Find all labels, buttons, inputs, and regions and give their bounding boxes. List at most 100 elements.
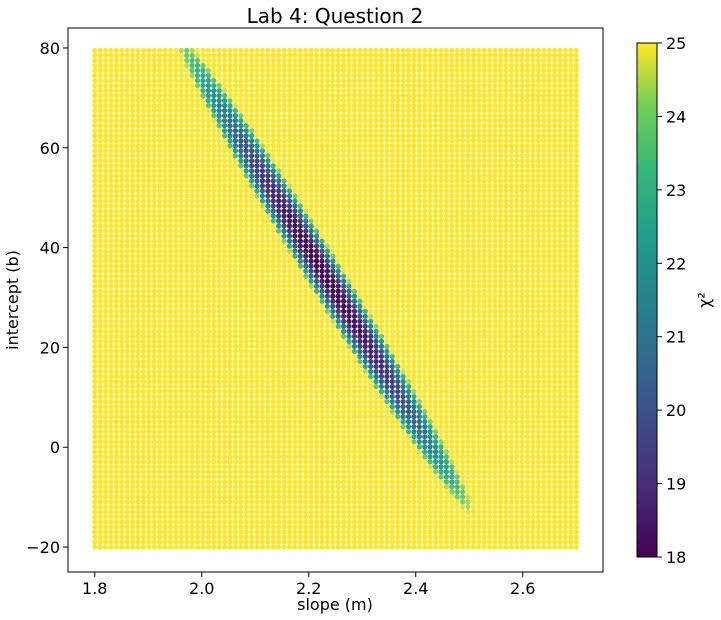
scatter-point xyxy=(135,298,141,304)
scatter-point xyxy=(113,373,119,380)
scatter-point xyxy=(324,449,330,455)
scatter-point xyxy=(297,363,303,370)
scatter-point xyxy=(119,133,125,139)
scatter-point xyxy=(102,373,109,380)
scatter-point xyxy=(178,388,184,395)
scatter-point xyxy=(292,148,298,154)
scatter-point xyxy=(167,459,174,465)
scatter-point xyxy=(162,163,168,169)
scatter-point xyxy=(341,133,347,139)
scatter-point xyxy=(281,539,287,545)
scatter-point xyxy=(324,208,330,214)
scatter-point xyxy=(124,414,130,420)
scatter-point xyxy=(270,223,276,229)
scatter-point xyxy=(243,228,249,234)
scatter-point xyxy=(319,358,325,365)
scatter-point xyxy=(173,459,179,465)
scatter-point xyxy=(151,534,157,540)
scatter-point xyxy=(319,378,325,385)
scatter-point xyxy=(286,383,293,390)
scatter-point xyxy=(297,153,303,159)
scatter-point xyxy=(281,193,287,199)
scatter-point xyxy=(194,544,201,550)
scatter-point xyxy=(319,203,325,209)
scatter-point xyxy=(357,454,363,460)
scatter-point xyxy=(259,268,266,274)
scatter-point xyxy=(238,238,244,244)
scatter-point xyxy=(265,494,271,500)
scatter-point xyxy=(140,168,147,174)
scatter-point xyxy=(92,278,98,284)
scatter-point xyxy=(221,128,228,134)
scatter-point xyxy=(341,514,347,520)
scatter-point xyxy=(221,514,228,520)
scatter-point xyxy=(151,333,157,339)
scatter-point xyxy=(205,198,211,204)
scatter-point xyxy=(211,203,217,209)
scatter-point xyxy=(113,67,119,74)
scatter-point xyxy=(335,459,341,465)
scatter-point xyxy=(249,358,255,365)
scatter-point xyxy=(92,454,98,460)
scatter-point xyxy=(297,343,303,349)
scatter-point xyxy=(184,98,190,104)
scatter-point xyxy=(189,449,195,455)
scatter-point xyxy=(173,449,179,455)
scatter-point xyxy=(184,228,190,234)
scatter-point xyxy=(324,143,330,149)
scatter-point xyxy=(357,459,363,465)
scatter-point xyxy=(265,47,271,54)
scatter-point xyxy=(254,333,260,339)
scatter-point xyxy=(324,358,330,365)
scatter-point xyxy=(162,328,168,334)
scatter-point xyxy=(178,143,184,149)
scatter-point xyxy=(286,103,293,109)
scatter-point xyxy=(184,333,190,339)
scatter-point xyxy=(227,323,233,329)
scatter-point xyxy=(92,353,98,360)
scatter-point xyxy=(173,474,179,480)
scatter-point xyxy=(276,353,282,360)
scatter-point xyxy=(276,419,282,425)
scatter-point xyxy=(297,439,303,445)
scatter-point xyxy=(232,333,239,339)
scatter-point xyxy=(335,72,341,79)
scatter-point xyxy=(238,268,244,274)
scatter-point xyxy=(319,534,325,540)
scatter-point xyxy=(194,353,201,360)
scatter-point xyxy=(341,57,347,64)
scatter-point xyxy=(221,373,228,380)
scatter-point xyxy=(254,93,260,99)
scatter-point xyxy=(146,253,152,259)
scatter-point xyxy=(281,534,287,540)
scatter-point xyxy=(119,494,125,500)
scatter-point xyxy=(254,474,260,480)
scatter-point xyxy=(313,419,320,425)
scatter-point xyxy=(173,544,179,550)
scatter-point xyxy=(313,454,320,460)
scatter-point xyxy=(286,253,293,259)
scatter-point xyxy=(319,82,325,89)
scatter-point xyxy=(167,253,174,259)
scatter-point xyxy=(357,72,363,79)
scatter-point xyxy=(108,514,114,520)
scatter-point xyxy=(308,143,314,149)
scatter-point xyxy=(346,148,352,154)
scatter-point xyxy=(194,278,201,284)
scatter-point xyxy=(151,168,157,174)
scatter-point xyxy=(151,93,157,99)
scatter-point xyxy=(335,474,341,480)
scatter-point xyxy=(108,57,114,64)
scatter-point xyxy=(200,539,206,545)
scatter-point xyxy=(178,138,184,144)
scatter-point xyxy=(97,328,103,334)
scatter-point xyxy=(178,409,184,415)
scatter-point xyxy=(140,534,147,540)
scatter-point xyxy=(157,93,163,99)
scatter-point xyxy=(167,168,174,174)
scatter-point xyxy=(205,52,211,59)
scatter-point xyxy=(151,143,157,149)
scatter-point xyxy=(281,263,287,269)
scatter-point xyxy=(281,388,287,395)
scatter-point xyxy=(200,373,206,380)
